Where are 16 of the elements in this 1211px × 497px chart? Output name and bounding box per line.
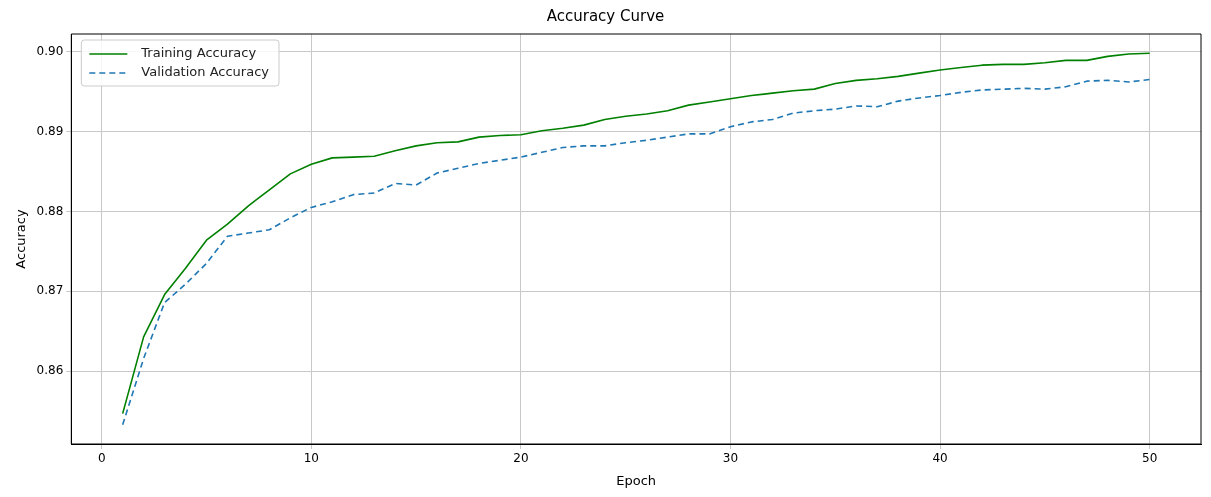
x-tick-label: 50 (1142, 451, 1158, 466)
legend-label: Validation Accuracy (141, 64, 270, 80)
x-tick-label: 10 (303, 451, 319, 466)
y-axis-title: Accuracy (13, 209, 29, 269)
y-tick-label: 0.90 (36, 43, 64, 58)
x-axis-title: Epoch (616, 472, 657, 488)
x-tick-label: 20 (513, 451, 529, 466)
legend-label: Training Accuracy (140, 45, 257, 61)
y-tick-label: 0.86 (36, 363, 64, 378)
x-tick-label: 30 (722, 451, 739, 466)
y-tick-label: 0.88 (36, 203, 64, 218)
chart-title: Accuracy Curve (546, 6, 665, 25)
x-tick-label: 40 (932, 451, 948, 466)
x-tick-label: 0 (97, 451, 106, 466)
y-tick-label: 0.89 (36, 123, 64, 138)
y-tick-label: 0.87 (36, 283, 64, 298)
